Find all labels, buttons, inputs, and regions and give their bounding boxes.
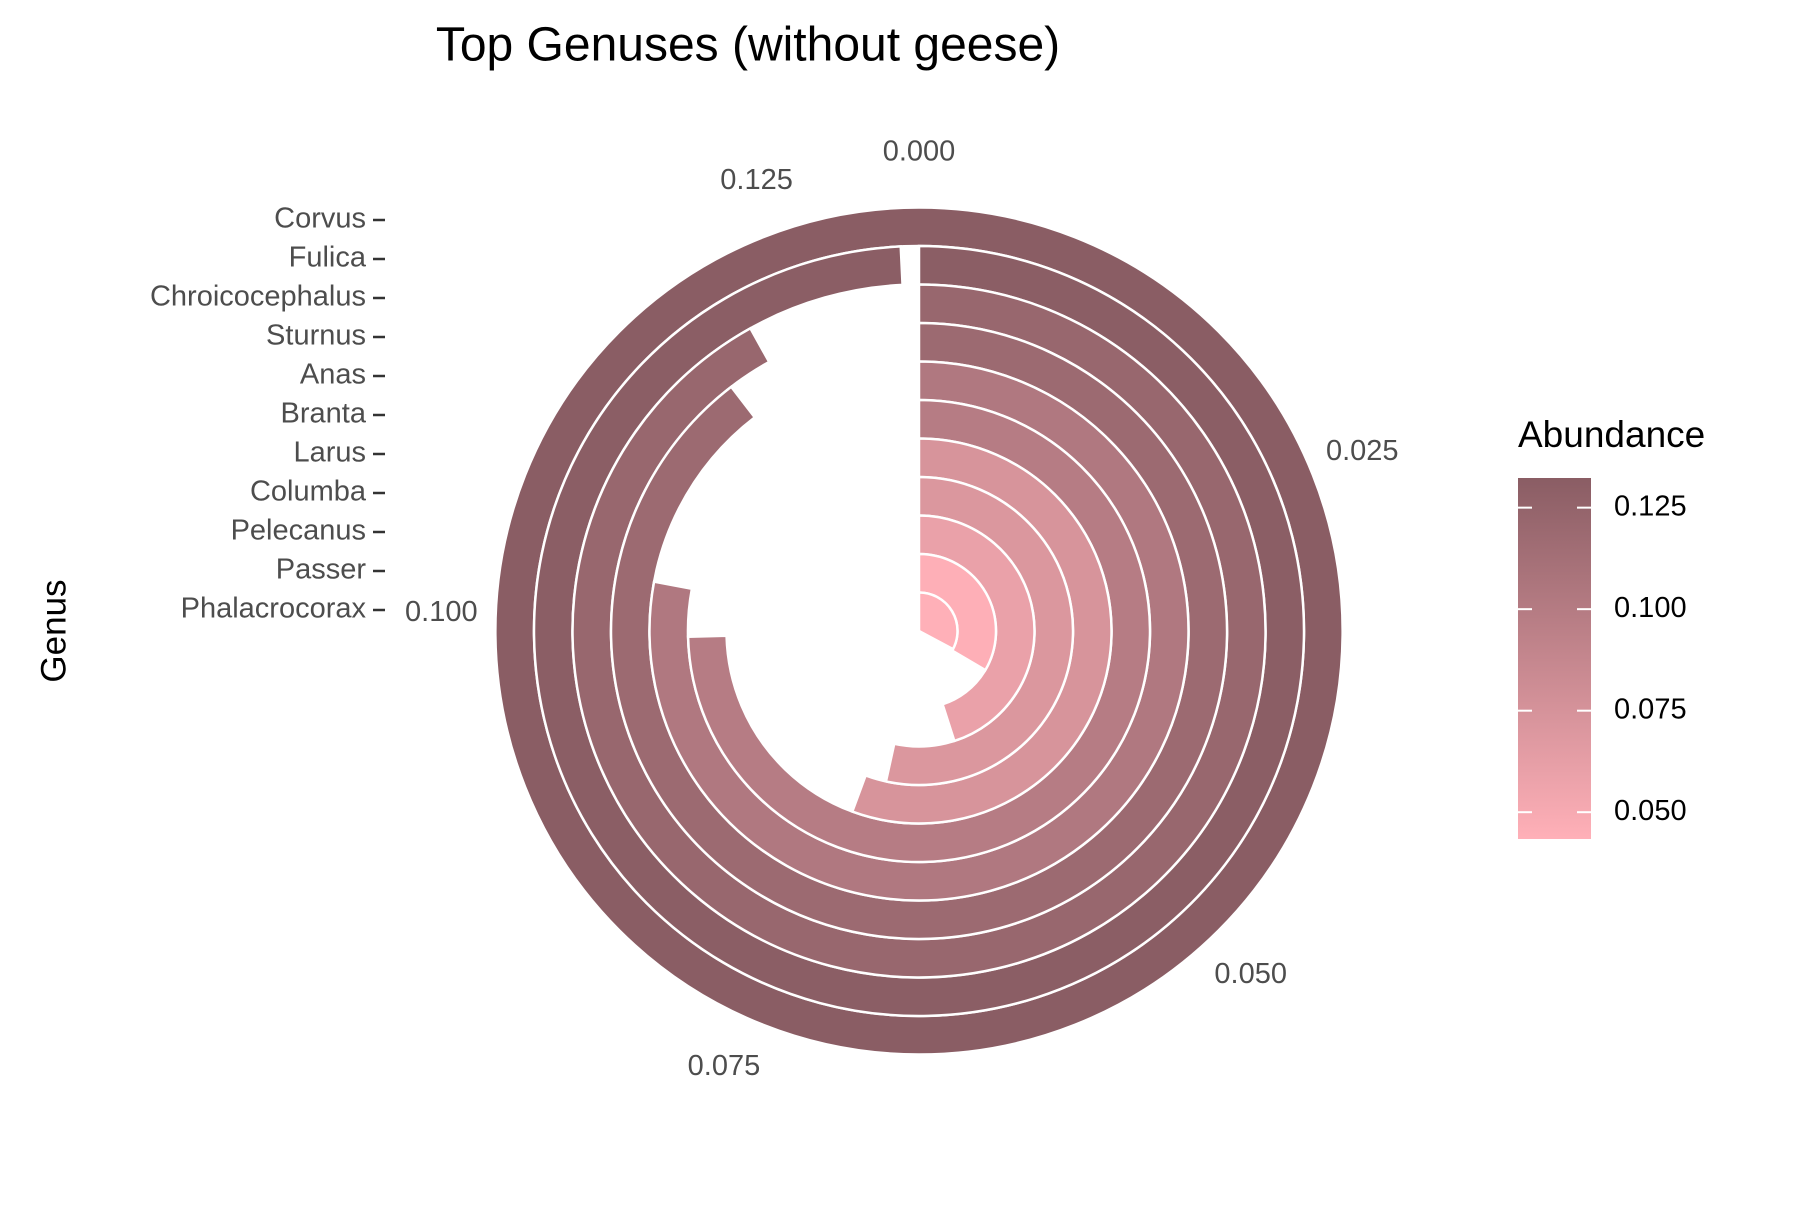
y-tick-label: Fulica [289, 242, 367, 274]
y-tick-label: Passer [276, 554, 367, 586]
theta-tick-label: 0.125 [720, 164, 793, 196]
legend-tick-label: 0.100 [1614, 592, 1687, 624]
legend-tick-label: 0.050 [1614, 795, 1687, 827]
y-tick-label: Chroicocephalus [150, 281, 366, 313]
theta-tick-label: 0.000 [883, 136, 956, 168]
theta-tick-label: 0.050 [1214, 958, 1287, 990]
theta-tick-label: 0.075 [688, 1050, 761, 1082]
y-axis-title: Genus [34, 579, 73, 682]
theta-tick-label: 0.025 [1326, 435, 1399, 467]
y-tick-label: Larus [293, 437, 366, 469]
y-tick-label: Corvus [274, 203, 366, 235]
y-tick-label: Phalacrocorax [181, 593, 367, 625]
y-tick-label: Anas [300, 359, 366, 391]
y-tick-label: Branta [281, 398, 367, 430]
colorbar [1518, 478, 1591, 839]
y-tick-label: Sturnus [266, 320, 366, 352]
legend-tick-label: 0.125 [1614, 490, 1687, 522]
y-tick-label: Pelecanus [231, 515, 366, 547]
bar [917, 591, 959, 651]
legend-title: Abundance [1518, 414, 1705, 455]
theta-tick-label: 0.100 [405, 596, 478, 628]
legend-tick-label: 0.075 [1614, 693, 1687, 725]
y-tick-label: Columba [250, 476, 367, 508]
chart-title: Top Genuses (without geese) [436, 19, 1060, 72]
